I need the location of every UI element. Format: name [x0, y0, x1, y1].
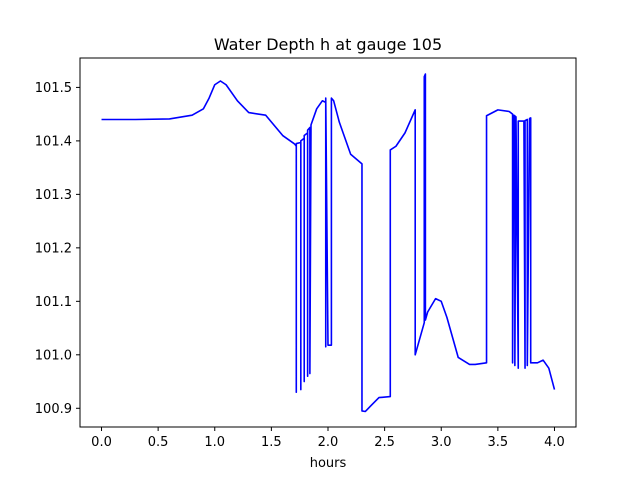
y-tick-label: 101.5	[35, 81, 72, 96]
x-tick-label: 1.5	[261, 435, 282, 450]
x-axis: 0.0 0.5 1.0 1.5 2.0 2.5 3.0 3.5 4.0	[91, 427, 565, 450]
chart-title: Water Depth h at gauge 105	[214, 35, 442, 54]
x-tick-label: 4.0	[544, 435, 565, 450]
x-tick-label: 3.0	[431, 435, 452, 450]
plot-frame	[79, 57, 577, 428]
y-tick-label: 101.2	[35, 241, 72, 256]
y-tick-label: 101.1	[35, 295, 72, 310]
x-tick-label: 1.0	[204, 435, 225, 450]
y-tick-label: 100.9	[35, 402, 72, 417]
x-axis-label: hours	[310, 456, 347, 471]
series-line	[101, 73, 556, 413]
y-tick-label: 101.0	[35, 348, 72, 363]
x-tick-label: 2.0	[318, 435, 339, 450]
x-tick-label: 0.0	[91, 435, 112, 450]
x-tick-label: 3.5	[488, 435, 509, 450]
plot-area	[101, 73, 556, 413]
y-tick-label: 101.3	[35, 188, 72, 203]
x-tick-label: 2.5	[374, 435, 395, 450]
y-axis: 100.9 101.0 101.1 101.2 101.3 101.4 101.5	[35, 81, 80, 417]
x-tick-label: 0.5	[148, 435, 169, 450]
y-tick-label: 101.4	[35, 134, 72, 149]
